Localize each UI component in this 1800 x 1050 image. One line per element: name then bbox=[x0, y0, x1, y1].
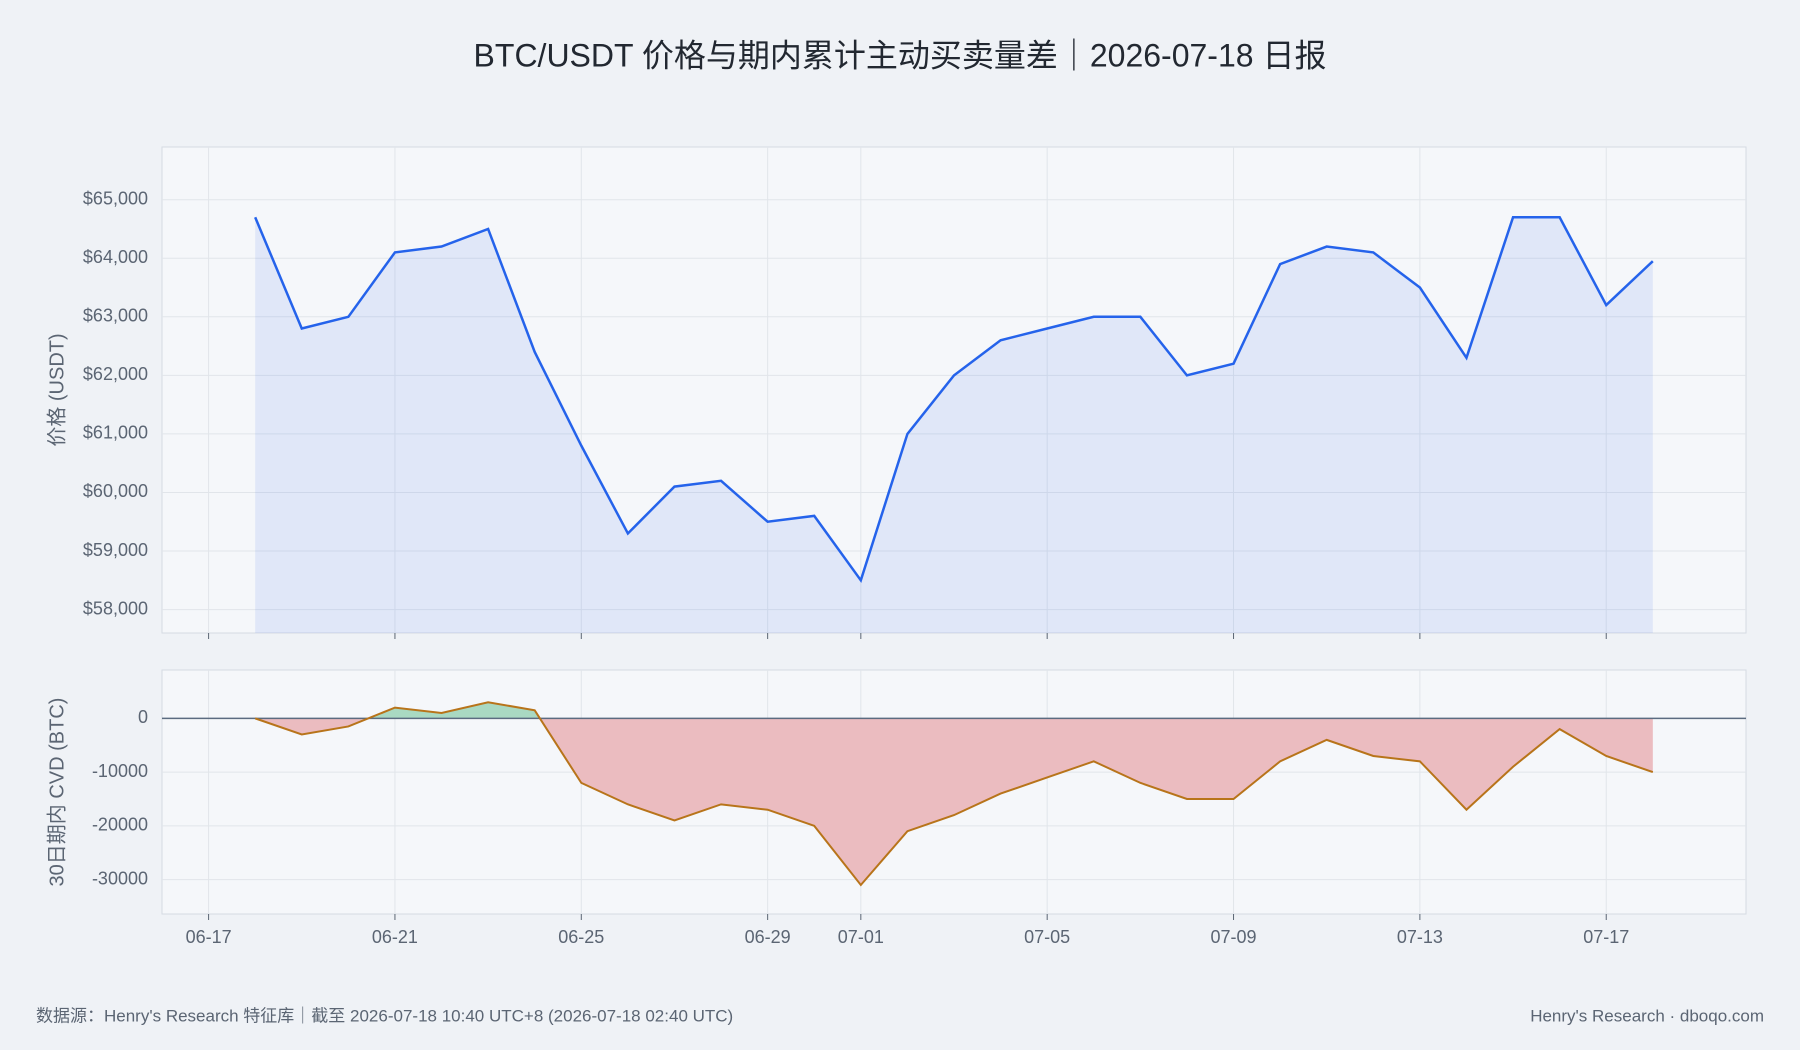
plot-area bbox=[161, 146, 1747, 634]
cvd-negative-area bbox=[255, 718, 1653, 885]
y-tick-label: $64,000 bbox=[83, 247, 148, 267]
cvd-line bbox=[254, 701, 1654, 887]
y-tick-label: $61,000 bbox=[83, 423, 148, 443]
price-line bbox=[254, 216, 1654, 584]
x-tick-label: 07-13 bbox=[1397, 927, 1443, 947]
y-tick-label: -20000 bbox=[92, 815, 148, 835]
x-tick-label: 06-25 bbox=[558, 927, 604, 947]
x-tick-label: 06-29 bbox=[745, 927, 791, 947]
y-tick-label: -30000 bbox=[92, 868, 148, 888]
y-tick-label: -10000 bbox=[92, 761, 148, 781]
footer-brand: Henry's Research · dboqo.com bbox=[1530, 1006, 1764, 1025]
x-tick-label: 06-21 bbox=[372, 927, 418, 947]
y-axis-label: 价格 (USDT) bbox=[45, 333, 68, 446]
y-tick-label: $60,000 bbox=[83, 481, 148, 501]
price-area bbox=[255, 217, 1653, 633]
x-tick-label: 06-17 bbox=[186, 927, 232, 947]
y-tick-label: $63,000 bbox=[83, 306, 148, 326]
x-tick-label: 07-01 bbox=[838, 927, 884, 947]
y-tick-label: $62,000 bbox=[83, 364, 148, 384]
y-tick-label: 0 bbox=[138, 707, 148, 727]
y-tick-label: $58,000 bbox=[83, 598, 148, 618]
y-tick-label: $65,000 bbox=[83, 188, 148, 208]
y-tick-label: $59,000 bbox=[83, 540, 148, 560]
x-tick-label: 07-17 bbox=[1583, 927, 1629, 947]
x-tick-label: 07-09 bbox=[1211, 927, 1257, 947]
y-axis-label: 30日期内 CVD (BTC) bbox=[45, 698, 68, 887]
footer-source: 数据源：Henry's Research 特征库｜截至 2026-07-18 1… bbox=[36, 1006, 733, 1025]
x-tick-label: 07-05 bbox=[1024, 927, 1070, 947]
chart-title: BTC/USDT 价格与期内累计主动买卖量差｜2026-07-18 日报 bbox=[474, 37, 1327, 73]
